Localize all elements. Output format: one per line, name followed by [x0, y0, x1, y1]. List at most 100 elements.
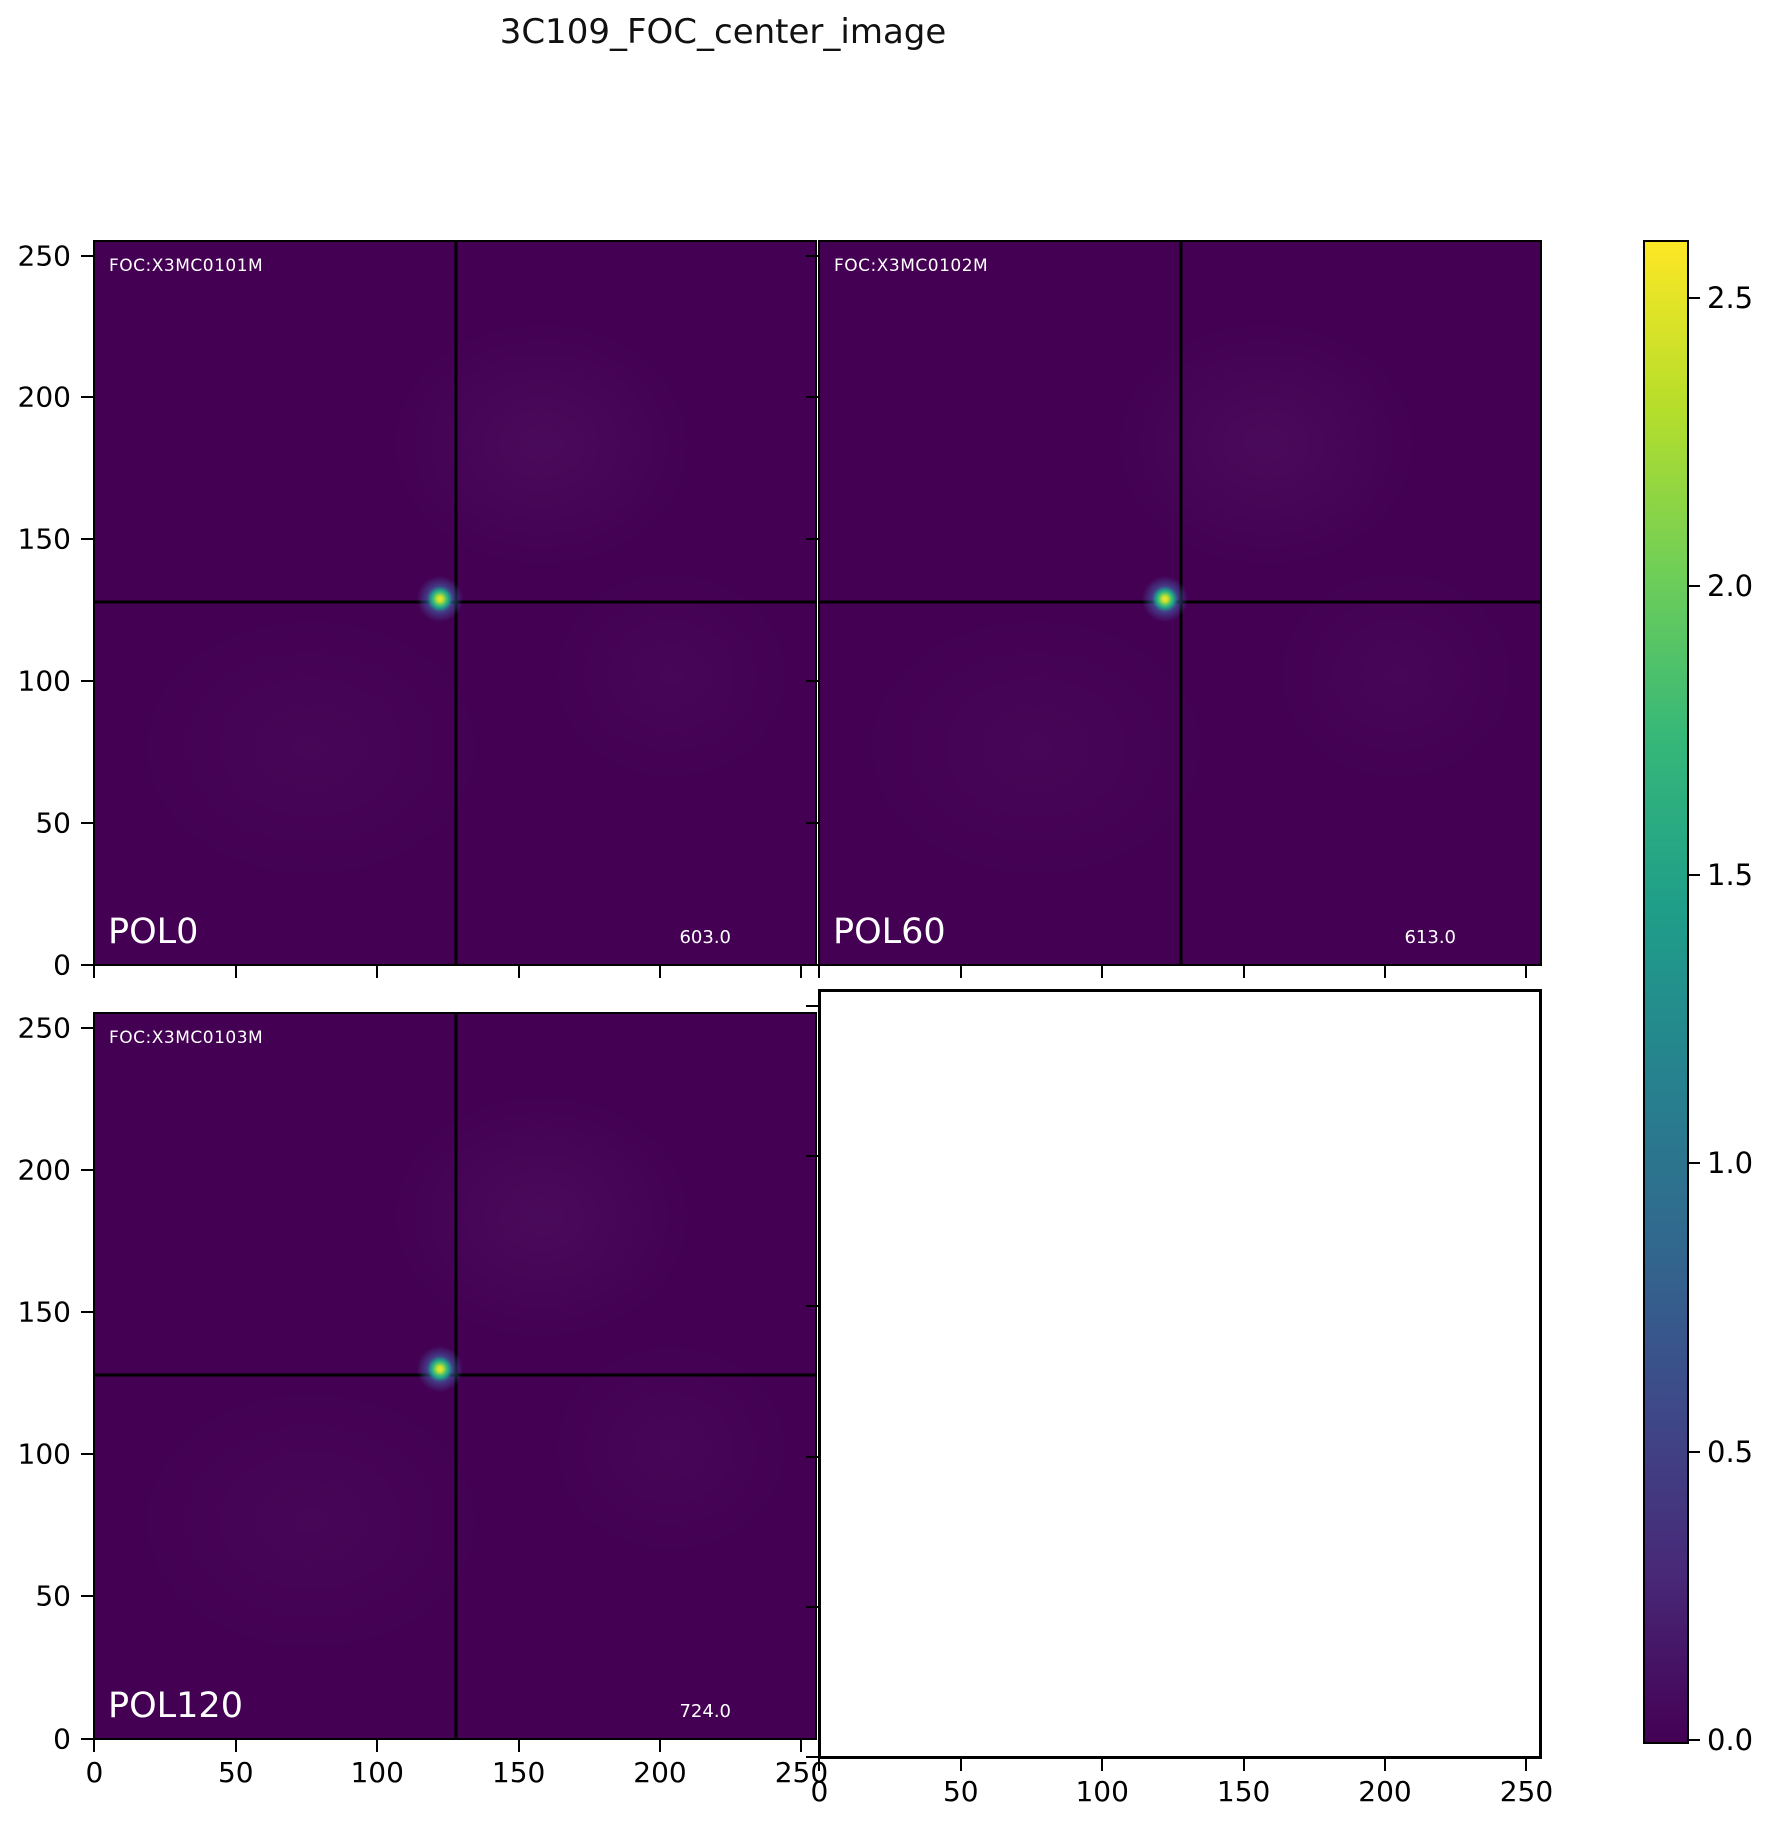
y-tick-mark [806, 1004, 818, 1007]
x-tick-mark [234, 966, 237, 978]
x-tick-label: 50 [942, 1775, 979, 1808]
y-tick-label: 250 [17, 1011, 71, 1045]
x-tick-mark [959, 966, 962, 978]
y-tick-mark [81, 1595, 93, 1598]
y-tick-mark [806, 1305, 818, 1308]
x-tick-mark [818, 1759, 821, 1771]
colorbar-tick-label: 2.5 [1707, 280, 1754, 315]
y-tick-mark [806, 1154, 818, 1157]
x-tick-mark [234, 1740, 237, 1752]
foc-annotation: FOC:X3MC0103M [109, 1028, 264, 1048]
colorbar-tick-label: 1.5 [1707, 857, 1754, 892]
x-tick-mark [800, 1740, 803, 1752]
x-tick-label: 250 [1499, 1775, 1554, 1808]
y-tick-mark [81, 1311, 93, 1314]
y-tick-mark [81, 1737, 93, 1740]
y-tick-mark [81, 1026, 93, 1029]
y-tick-label: 100 [17, 664, 71, 698]
y-tick-mark [806, 538, 818, 541]
foc-annotation: FOC:X3MC0102M [834, 256, 989, 276]
y-tick-mark [806, 1455, 818, 1458]
x-tick-mark [93, 1740, 96, 1752]
x-tick-label: 200 [633, 1756, 687, 1789]
pol-filter-label: POL120 [108, 1686, 243, 1726]
panel-pol0: FOC:X3MC0101M POL0 603.0 [93, 240, 817, 966]
pol-filter-label: POL60 [833, 912, 946, 952]
y-tick-mark [81, 254, 93, 257]
x-tick-mark [659, 966, 662, 978]
x-tick-mark [1384, 966, 1387, 978]
x-tick-mark [1384, 1759, 1387, 1771]
y-tick-label: 100 [17, 1437, 71, 1471]
colorbar-tick-mark [1687, 873, 1700, 876]
x-tick-label: 100 [1075, 1775, 1129, 1808]
pol-filter-label: POL0 [108, 912, 199, 952]
colorbar-tick-mark [1687, 296, 1700, 299]
y-tick-label: 200 [17, 1153, 71, 1187]
peak-value-label: 603.0 [679, 927, 731, 948]
y-tick-label: 0 [53, 1722, 71, 1756]
y-tick-mark [81, 396, 93, 399]
colorbar-tick-mark [1687, 1450, 1700, 1453]
x-tick-mark [1242, 966, 1245, 978]
figure-title: 3C109_FOC_center_image [499, 12, 947, 52]
y-tick-mark [806, 821, 818, 824]
y-tick-mark [806, 254, 818, 257]
y-tick-mark [81, 538, 93, 541]
y-tick-mark [81, 963, 93, 966]
y-tick-mark [81, 1453, 93, 1456]
panel-empty [818, 989, 1542, 1759]
panel-pol60: FOC:X3MC0102M POL60 613.0 [818, 240, 1542, 966]
x-tick-label: 150 [1216, 1775, 1271, 1808]
x-tick-mark [800, 966, 803, 978]
y-tick-mark [81, 679, 93, 682]
x-tick-label: 0 [85, 1756, 104, 1789]
colorbar-tick-mark [1687, 1739, 1700, 1741]
x-tick-label: 150 [491, 1756, 546, 1789]
x-tick-mark [659, 1740, 662, 1752]
colorbar-tick-label: 0.0 [1707, 1723, 1754, 1757]
colorbar-tick-mark [1687, 585, 1700, 588]
panel-pol120: FOC:X3MC0103M POL120 724.0 [93, 1012, 817, 1740]
x-tick-mark [376, 966, 379, 978]
peak-value-label: 613.0 [1404, 927, 1456, 948]
x-tick-mark [1525, 1759, 1528, 1771]
y-tick-mark [806, 963, 818, 966]
colorbar-tick-label: 1.0 [1707, 1146, 1754, 1181]
point-source-spot [1141, 575, 1188, 622]
point-source-spot [416, 1345, 463, 1392]
y-tick-label: 0 [53, 948, 71, 982]
point-source-spot [416, 575, 463, 622]
peak-value-label: 724.0 [679, 1701, 731, 1722]
x-tick-mark [959, 1759, 962, 1771]
y-tick-mark [81, 821, 93, 824]
y-tick-label: 50 [35, 806, 71, 840]
x-tick-mark [1101, 1759, 1104, 1771]
x-tick-mark [517, 1740, 520, 1752]
y-tick-label: 150 [17, 1295, 71, 1329]
colorbar [1643, 240, 1689, 1744]
x-tick-mark [1101, 966, 1104, 978]
x-tick-mark [818, 966, 821, 978]
colorbar-tick-label: 2.0 [1707, 569, 1754, 604]
y-tick-mark [806, 679, 818, 682]
y-tick-label: 250 [17, 239, 71, 273]
y-tick-mark [806, 396, 818, 399]
x-tick-label: 50 [217, 1756, 254, 1789]
x-tick-label: 200 [1358, 1775, 1412, 1808]
x-tick-mark [93, 966, 96, 978]
y-tick-label: 200 [17, 380, 71, 414]
colorbar-tick-label: 0.5 [1707, 1434, 1754, 1469]
x-tick-label: 100 [350, 1756, 404, 1789]
y-tick-label: 150 [17, 522, 71, 556]
x-tick-mark [376, 1740, 379, 1752]
y-tick-label: 50 [35, 1579, 71, 1613]
x-tick-mark [517, 966, 520, 978]
x-tick-mark [1242, 1759, 1245, 1771]
x-tick-mark [1525, 966, 1528, 978]
y-tick-mark [806, 1606, 818, 1609]
y-tick-mark [806, 1756, 818, 1759]
colorbar-tick-mark [1687, 1162, 1700, 1165]
foc-annotation: FOC:X3MC0101M [109, 256, 264, 276]
